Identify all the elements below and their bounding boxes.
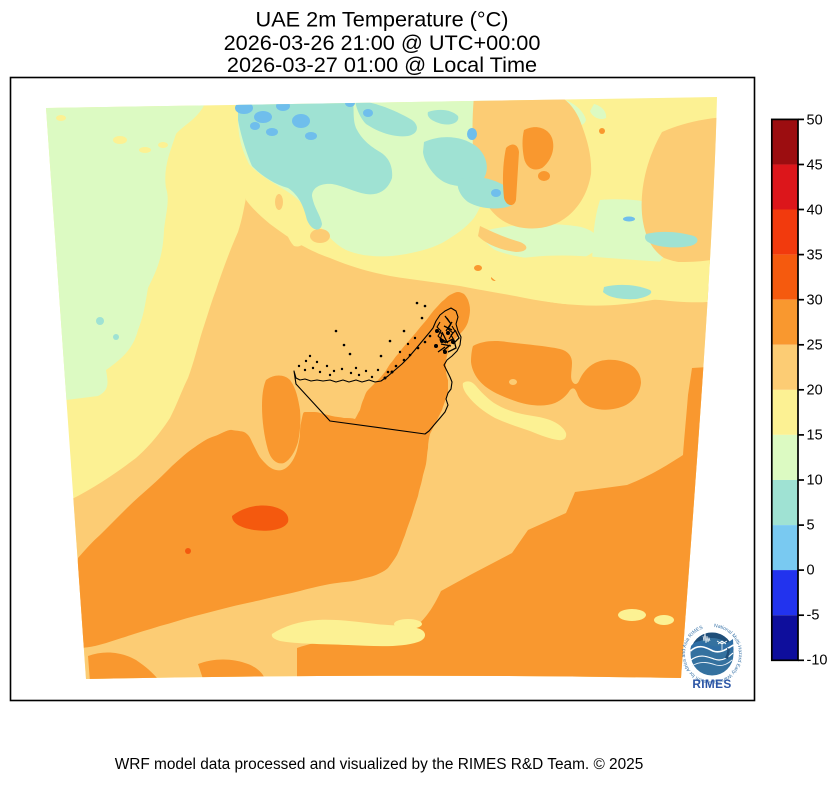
svg-text:25: 25 (807, 338, 823, 354)
svg-text:2026-03-26 21:00 @ UTC+00:00: 2026-03-26 21:00 @ UTC+00:00 (224, 30, 541, 55)
svg-text:WRF model data processed and v: WRF model data processed and visualized … (115, 756, 644, 773)
svg-text:2026-03-27 01:00 @ Local Time: 2026-03-27 01:00 @ Local Time (227, 52, 537, 77)
svg-text:-10: -10 (807, 653, 828, 669)
svg-text:-5: -5 (807, 608, 820, 624)
svg-text:RIMES: RIMES (692, 677, 731, 691)
svg-text:30: 30 (807, 293, 823, 309)
svg-text:UAE 2m Temperature (°C): UAE 2m Temperature (°C) (256, 7, 509, 32)
svg-text:5: 5 (807, 518, 815, 534)
svg-text:35: 35 (807, 248, 823, 264)
svg-text:0: 0 (807, 563, 815, 579)
svg-text:20: 20 (807, 383, 823, 399)
svg-text:10: 10 (807, 473, 823, 489)
svg-text:50: 50 (807, 113, 823, 129)
svg-text:45: 45 (807, 158, 823, 174)
svg-text:15: 15 (807, 428, 823, 444)
svg-text:40: 40 (807, 203, 823, 219)
